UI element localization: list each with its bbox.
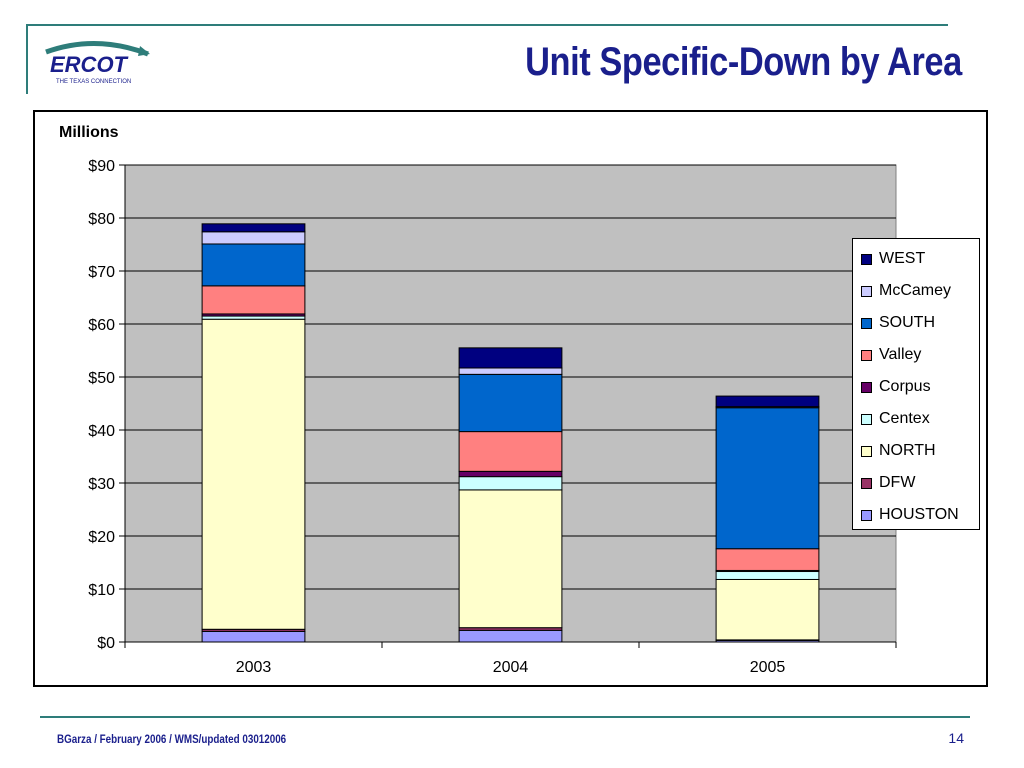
bar-segment-south-2004 xyxy=(458,373,563,433)
legend-label: NORTH xyxy=(879,442,936,459)
y-tick-label: $10 xyxy=(88,582,115,599)
legend-item-valley: Valley xyxy=(853,339,979,371)
legend-label: DFW xyxy=(879,474,916,491)
legend-label: HOUSTON xyxy=(879,506,959,523)
legend-swatch xyxy=(861,253,872,265)
bar-segment-north-2003 xyxy=(201,318,306,630)
legend-item-houston: HOUSTON xyxy=(853,499,979,531)
bar-segment-centex-2004 xyxy=(458,476,563,491)
legend-item-centex: Centex xyxy=(853,403,979,435)
legend-label: Valley xyxy=(879,346,922,363)
legend-swatch xyxy=(861,317,872,329)
legend-swatch xyxy=(861,509,872,521)
bar-segment-west-2004 xyxy=(458,347,563,369)
legend-item-south: SOUTH xyxy=(853,307,979,339)
header-rule-top xyxy=(26,24,948,26)
slide-title: Unit Specific-Down by Area xyxy=(525,40,962,84)
bar-segment-valley-2005 xyxy=(715,548,820,571)
bar-segment-valley-2004 xyxy=(458,431,563,472)
x-tick-label: 2003 xyxy=(236,659,272,676)
legend-item-north: NORTH xyxy=(853,435,979,467)
legend-swatch xyxy=(861,381,872,393)
bar-segment-north-2005 xyxy=(715,578,820,641)
chart-legend: WEST McCamey SOUTH Valley Corpus Centex NORTH D… xyxy=(852,238,980,530)
bar-segment-mccamey-2004 xyxy=(458,367,563,375)
bar-segment-houston-2004 xyxy=(458,629,563,643)
legend-label: WEST xyxy=(879,250,926,267)
y-tick-label: $30 xyxy=(88,476,115,493)
legend-label: McCamey xyxy=(879,282,952,299)
logo-tagline: THE TEXAS CONNECTION xyxy=(56,79,131,85)
y-tick-label: $90 xyxy=(88,158,115,175)
y-tick-label: $80 xyxy=(88,211,115,228)
x-tick-label: 2004 xyxy=(493,659,529,676)
legend-swatch xyxy=(861,445,872,457)
legend-swatch xyxy=(861,285,872,297)
ercot-logo: ERCOT THE TEXAS CONNECTION xyxy=(45,40,150,85)
y-tick-label: $70 xyxy=(88,264,115,281)
footer-text: BGarza / February 2006 / WMS/updated 030… xyxy=(57,732,287,746)
legend-label: Centex xyxy=(879,410,930,427)
footer-rule xyxy=(40,716,970,718)
y-axis-label: Millions xyxy=(59,124,119,141)
legend-swatch xyxy=(861,349,872,361)
bar-segment-corpus-2004 xyxy=(458,470,563,478)
header-rule-left xyxy=(26,24,28,94)
legend-swatch xyxy=(861,477,872,489)
legend-label: SOUTH xyxy=(879,314,935,331)
logo-text: ERCOT xyxy=(50,52,129,77)
legend-item-corpus: Corpus xyxy=(853,371,979,403)
bar-segment-mccamey-2003 xyxy=(201,231,306,245)
bar-segment-south-2003 xyxy=(201,243,306,287)
legend-label: Corpus xyxy=(879,378,931,395)
legend-item-mccamey: McCamey xyxy=(853,275,979,307)
bar-segment-north-2004 xyxy=(458,489,563,629)
y-tick-label: $50 xyxy=(88,370,115,387)
stacked-bar-chart: $0 $10 $20 $30 $40 $50 $60 $70 $80 $90 Millions 200… xyxy=(59,124,897,676)
bar-segment-south-2005 xyxy=(715,407,820,550)
y-tick-label: $0 xyxy=(97,635,115,652)
bar-segment-centex-2005 xyxy=(715,571,820,580)
y-tick-label: $60 xyxy=(88,317,115,334)
legend-item-west: WEST xyxy=(853,243,979,275)
chart-frame: $0 $10 $20 $30 $40 $50 $60 $70 $80 $90 Millions 200… xyxy=(33,110,988,687)
y-tick-label: $20 xyxy=(88,529,115,546)
bar-segment-houston-2003 xyxy=(201,630,306,643)
bar-segment-valley-2003 xyxy=(201,285,306,315)
legend-swatch xyxy=(861,413,872,425)
x-tick-label: 2005 xyxy=(750,659,786,676)
bar-segment-west-2005 xyxy=(715,395,820,408)
y-tick-label: $40 xyxy=(88,423,115,440)
page-number: 14 xyxy=(948,730,964,746)
bar-segment-west-2003 xyxy=(201,223,306,233)
legend-item-dfw: DFW xyxy=(853,467,979,499)
